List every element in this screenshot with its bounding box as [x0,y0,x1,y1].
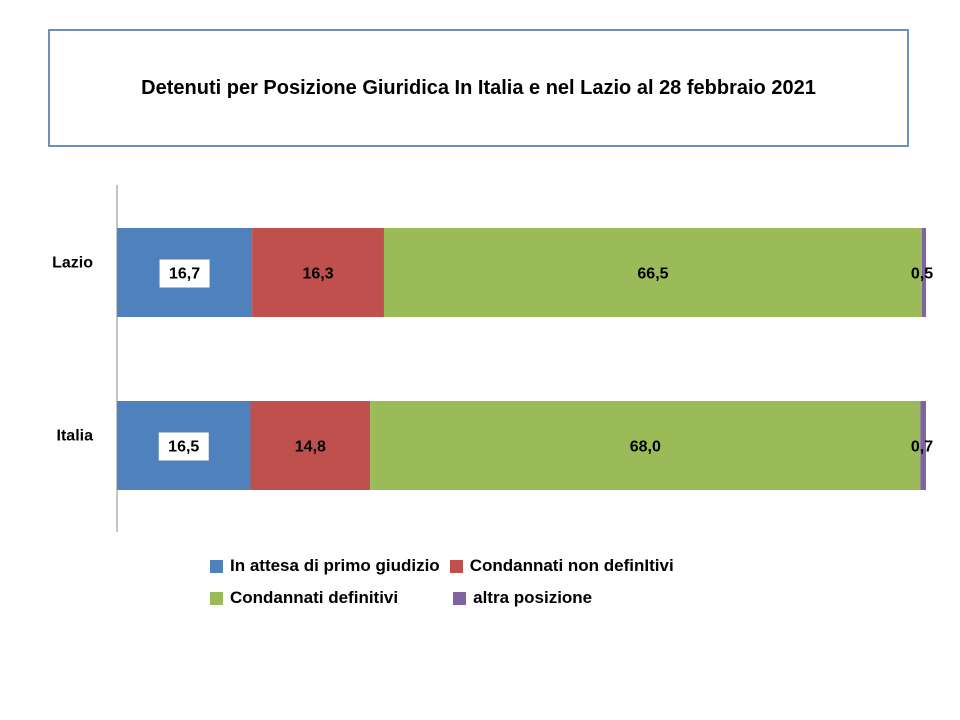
legend-item-in-attesa: In attesa di primo giudizio [210,556,440,576]
data-label-lazio-condannati-definitivi: 66,5 [637,266,668,283]
data-label-background [159,259,210,288]
bar-segment-italia-condannati-non-definitivi [250,401,371,490]
legend-swatch-condannati-non-definitivi [449,559,463,573]
data-label-italia-condannati-non-definitivi: 14,8 [295,439,326,456]
chart-title: Detenuti per Posizione Giuridica In Ital… [141,76,816,99]
category-label-lazio: Lazio [52,255,93,272]
legend-item-condannati-definitivi: Condannati definitivi [210,588,398,608]
bar-segment-lazio-condannati-non-definitivi [252,228,384,317]
bar-segment-italia-altra-posizione [920,401,926,490]
bar-segment-lazio-altra-posizione [921,228,926,317]
data-label-background [158,432,209,461]
legend-row: Condannati definitivi altra posizione [210,582,810,614]
chart-legend: In attesa di primo giudizio Condannati n… [210,550,810,614]
category-label-italia: Italia [57,428,94,445]
legend-swatch-condannati-definitivi [210,591,223,605]
data-label-italia-in-attesa-di-primo-giudizio: 16,5 [168,439,199,456]
bar-segment-italia-condannati-definitivi [370,401,921,490]
legend-item-condannati-non-definitivi: Condannati non definItivi [449,556,674,576]
data-label-lazio-in-attesa-di-primo-giudizio: 16,7 [169,266,200,283]
data-label-italia-altra-posizione: 0,7 [911,439,933,456]
data-label-lazio-condannati-non-definitivi: 16,3 [302,266,333,283]
legend-row: In attesa di primo giudizio Condannati n… [210,550,810,582]
legend-label-in-attesa: In attesa di primo giudizio [230,556,440,575]
legend-label-altra-posizione: altra posizione [473,588,593,607]
legend-label-condannati-definitivi: Condannati definitivi [230,588,399,607]
data-label-lazio-altra-posizione: 0,5 [911,266,933,283]
legend-item-altra-posizione: altra posizione [453,588,592,608]
legend-label-condannati-non-definitivi: Condannati non definItivi [469,556,674,575]
bar-segment-lazio-condannati-definitivi [383,228,922,317]
legend-swatch-altra-posizione [453,591,467,605]
legend-swatch-in-attesa [210,559,223,573]
data-label-italia-condannati-definitivi: 68,0 [630,439,661,456]
chart-title-box: Detenuti per Posizione Giuridica In Ital… [48,29,909,147]
